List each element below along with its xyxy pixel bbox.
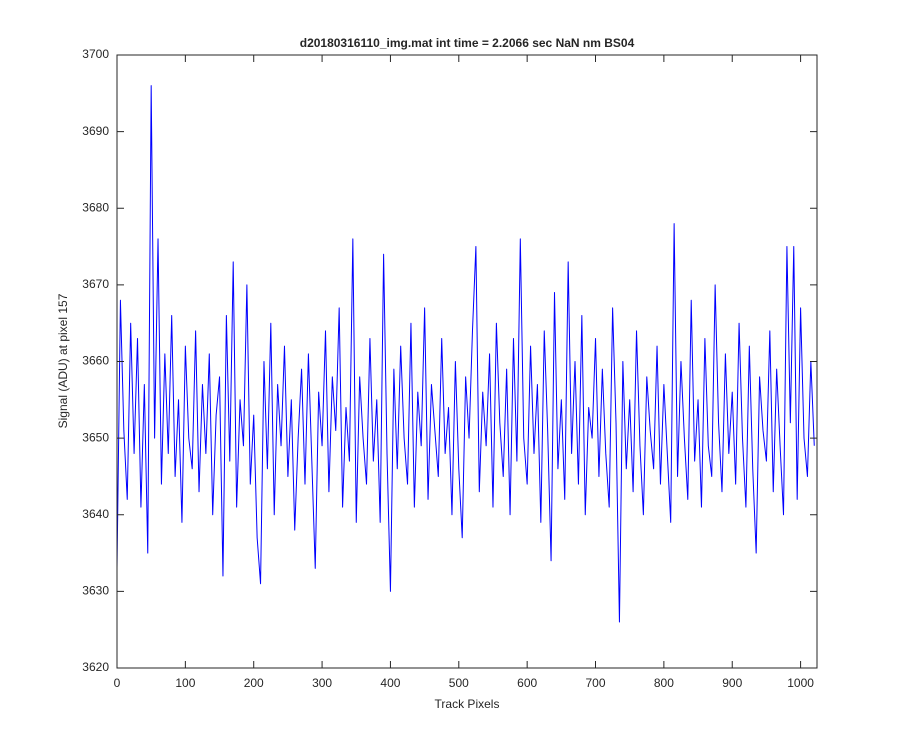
x-tick-label: 1000: [787, 676, 814, 690]
x-tick-label: 200: [244, 676, 264, 690]
y-tick-label: 3630: [82, 584, 109, 598]
plot-frame: [116, 54, 818, 669]
y-tick-label: 3660: [82, 354, 109, 368]
y-tick-label: 3680: [82, 200, 109, 214]
y-tick-label: 3690: [82, 124, 109, 138]
x-tick-label: 300: [312, 676, 332, 690]
x-tick-label: 600: [517, 676, 537, 690]
data-line: [116, 85, 815, 623]
y-tick-label: 3620: [82, 660, 109, 674]
x-tick-label: 800: [654, 676, 674, 690]
y-tick-label: 3640: [82, 507, 109, 521]
x-tick-label: 900: [722, 676, 742, 690]
x-tick-label: 100: [175, 676, 195, 690]
x-tick-label: 700: [586, 676, 606, 690]
chart-title: d20180316110_img.mat int time = 2.2066 s…: [300, 36, 635, 50]
y-tick-label: 3700: [82, 47, 109, 61]
y-axis-label: Signal (ADU) at pixel 157: [56, 293, 70, 428]
x-tick-label: 0: [114, 676, 121, 690]
y-tick-label: 3650: [82, 430, 109, 444]
x-tick-label: 500: [449, 676, 469, 690]
x-axis-label: Track Pixels: [435, 697, 500, 711]
x-tick-label: 400: [380, 676, 400, 690]
y-tick-label: 3670: [82, 277, 109, 291]
